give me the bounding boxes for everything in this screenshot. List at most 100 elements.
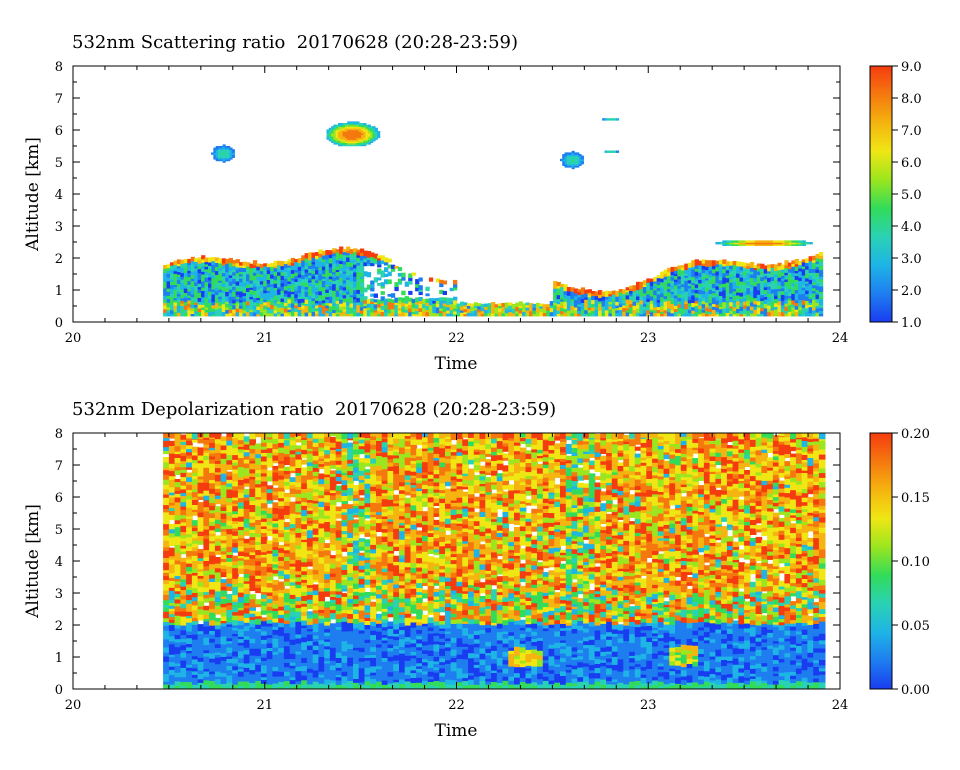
chart1-cell bbox=[694, 289, 699, 294]
chart1-cell bbox=[197, 257, 202, 261]
chart1-cell bbox=[563, 301, 568, 306]
chart2-cell bbox=[209, 550, 216, 556]
chart2-cell bbox=[266, 642, 274, 648]
chart2-cell bbox=[283, 552, 291, 557]
chart1-cell bbox=[753, 269, 758, 274]
chart1-cloud-cell bbox=[333, 132, 337, 135]
chart2-cell bbox=[186, 466, 193, 470]
chart2-cell bbox=[312, 657, 320, 664]
chart1-cell bbox=[729, 307, 734, 312]
chart2-cell bbox=[243, 455, 251, 460]
chart2-cell bbox=[272, 675, 279, 680]
chart1-cell bbox=[801, 274, 806, 279]
chart1-cell bbox=[687, 285, 693, 289]
chart2-cell bbox=[226, 565, 233, 571]
chart1-cloud-cell bbox=[365, 139, 369, 142]
chart1-cell bbox=[673, 294, 679, 299]
chart2-cell bbox=[163, 638, 170, 645]
chart2-cell bbox=[306, 474, 314, 480]
chart2-cell bbox=[163, 476, 170, 480]
chart1-cell bbox=[318, 263, 323, 268]
chart1-cell bbox=[535, 311, 541, 317]
chart1-cloud-cell bbox=[365, 135, 369, 139]
chart2-cell bbox=[209, 670, 216, 675]
chart1-cloud-cell bbox=[809, 242, 813, 245]
chart2-cell bbox=[272, 546, 279, 550]
chart2-cell bbox=[186, 476, 193, 482]
chart1-cell bbox=[667, 282, 672, 287]
chart1-cell bbox=[370, 303, 375, 309]
chart1-cell bbox=[235, 280, 240, 286]
chart1-cell bbox=[187, 297, 192, 301]
chart1-cell bbox=[684, 300, 689, 304]
chart2-cell bbox=[180, 501, 187, 507]
chart1-cell bbox=[732, 284, 737, 290]
chart1-cell bbox=[780, 285, 786, 289]
chart1-cell bbox=[394, 297, 399, 303]
chart1-cell bbox=[677, 300, 682, 305]
chart1-cell bbox=[263, 273, 268, 277]
chart1-cloud-cell bbox=[358, 135, 362, 139]
chart1-cell bbox=[425, 305, 430, 310]
chart2-cell bbox=[295, 551, 302, 557]
chart2-cell bbox=[278, 508, 285, 514]
chart1-cell bbox=[208, 261, 213, 266]
chart1-cloud-cell bbox=[576, 157, 580, 160]
chart2-cell bbox=[306, 541, 314, 547]
chart1-cell bbox=[798, 270, 803, 274]
chart1-cell bbox=[701, 265, 706, 270]
chart1-cloud-cell bbox=[740, 240, 744, 243]
chart1-cell bbox=[794, 281, 799, 285]
chart1-cell bbox=[701, 282, 706, 288]
chart1-cell bbox=[777, 288, 782, 292]
chart1-cloud-cell bbox=[335, 131, 339, 134]
chart1-cell bbox=[187, 258, 192, 264]
chart2-cell bbox=[312, 631, 320, 636]
chart1-cloud-cell bbox=[340, 129, 344, 132]
chart1-cell bbox=[335, 313, 340, 317]
chart1-cell bbox=[415, 303, 420, 309]
chart2-cell bbox=[312, 459, 320, 465]
chart1-cell bbox=[639, 285, 644, 289]
chart2-cell bbox=[168, 635, 176, 642]
chart1-cell bbox=[784, 310, 789, 314]
chart2-cell bbox=[226, 433, 233, 437]
chart2-cell bbox=[197, 568, 205, 572]
chart1-cell bbox=[725, 281, 730, 286]
chart1-cell bbox=[711, 300, 717, 305]
chart1-cell bbox=[301, 274, 306, 280]
chart2-cell bbox=[255, 630, 262, 636]
chart1-cell bbox=[812, 278, 817, 283]
chart1-cell bbox=[691, 264, 696, 268]
chart1-cell bbox=[515, 302, 520, 307]
chart2-cell bbox=[312, 515, 320, 521]
chart1-cell bbox=[794, 279, 799, 283]
chart1-cell bbox=[283, 292, 289, 297]
chart1-cell bbox=[163, 298, 168, 304]
chart2-cell bbox=[249, 448, 256, 454]
chart2-cell bbox=[318, 486, 325, 491]
chart1-cell bbox=[756, 313, 762, 317]
chart2-cell bbox=[295, 592, 302, 598]
chart2-cell bbox=[243, 477, 251, 484]
chart2-cell bbox=[301, 485, 308, 489]
chart2-cell bbox=[272, 569, 279, 574]
chart1-cell bbox=[787, 262, 793, 267]
chart1-cell bbox=[342, 275, 347, 281]
chart1-cell bbox=[349, 283, 354, 289]
chart1-cell bbox=[463, 308, 468, 313]
chart1-cloud-cell bbox=[566, 165, 570, 168]
chart1-cell bbox=[670, 274, 675, 278]
chart1-cell bbox=[736, 285, 741, 289]
chart1-cell bbox=[715, 306, 720, 312]
chart1-cell bbox=[701, 290, 706, 294]
chart1-cell bbox=[808, 283, 813, 289]
chart1-cell bbox=[566, 306, 572, 311]
chart2-cell bbox=[272, 629, 279, 635]
chart2-cell bbox=[306, 561, 314, 567]
chart2-cell bbox=[168, 558, 176, 565]
chart1-cell bbox=[677, 293, 682, 298]
chart1-cell bbox=[335, 296, 340, 302]
chart1-cloud-cell bbox=[562, 162, 566, 165]
chart2-cell bbox=[306, 525, 314, 531]
